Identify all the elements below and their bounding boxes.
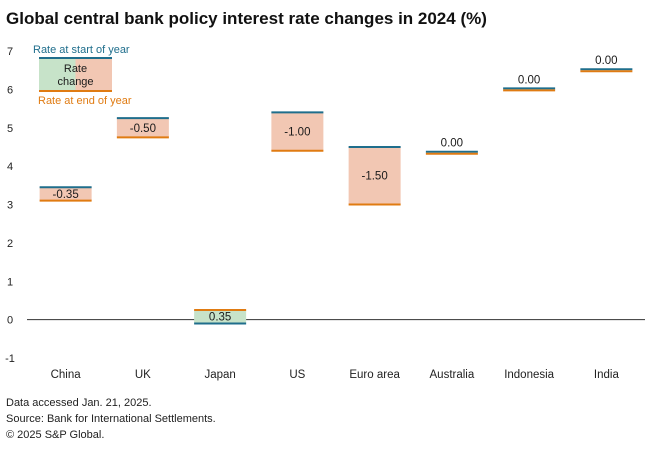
bars: -0.35 -0.50 0.35 -1.00 -1.50 0.00 0.00 0.00 <box>39 55 633 325</box>
y-tick-label: 4 <box>7 161 13 173</box>
x-category-label: Euro area <box>349 369 400 381</box>
data-label: 0.00 <box>441 138 463 150</box>
legend-end-label: Rate at end of year <box>38 95 132 107</box>
x-category-label: UK <box>135 369 151 381</box>
data-label: 0.00 <box>518 74 540 86</box>
footnote-accessed: Data accessed Jan. 21, 2025. <box>6 397 152 409</box>
data-label: -0.35 <box>53 189 79 201</box>
data-label: 0.00 <box>595 55 617 67</box>
y-tick-label: 3 <box>7 200 13 212</box>
rate-change-bar <box>39 187 92 201</box>
x-category-label: Indonesia <box>504 369 554 381</box>
legend-start-label: Rate at start of year <box>33 44 130 56</box>
legend-change-label: change <box>57 76 93 88</box>
data-label: -0.50 <box>130 123 156 135</box>
y-axis: -1 0 1 2 3 4 5 6 7 <box>5 46 15 365</box>
rate-change-bar <box>116 118 169 138</box>
y-tick-label: -1 <box>5 353 15 365</box>
x-axis: China UK Japan US Euro area Australia Indonesi… <box>27 319 645 381</box>
x-category-label: Australia <box>430 369 475 381</box>
data-label: -1.50 <box>362 171 388 183</box>
legend-change-label: Rate <box>64 63 87 75</box>
y-tick-label: 6 <box>7 84 13 96</box>
data-label: -1.00 <box>284 127 310 139</box>
footnote-copyright: © 2025 S&P Global. <box>6 429 105 441</box>
rate-change-bar <box>348 146 401 205</box>
x-category-label: US <box>289 369 305 381</box>
data-label: 0.35 <box>209 312 231 324</box>
x-category-label: India <box>594 369 620 381</box>
y-tick-label: 1 <box>7 276 13 288</box>
rate-change-bar <box>194 310 247 324</box>
footnote-source: Source: Bank for International Settlemen… <box>6 413 216 425</box>
x-category-label: Japan <box>204 369 235 381</box>
y-tick-label: 2 <box>7 238 13 250</box>
y-tick-label: 7 <box>7 46 13 58</box>
y-tick-label: 0 <box>7 315 13 327</box>
rate-change-bar <box>271 112 324 151</box>
y-tick-label: 5 <box>7 123 13 135</box>
legend-increase-swatch <box>39 58 76 91</box>
x-category-label: China <box>51 369 82 381</box>
chart-title: Global central bank policy interest rate… <box>6 9 487 28</box>
